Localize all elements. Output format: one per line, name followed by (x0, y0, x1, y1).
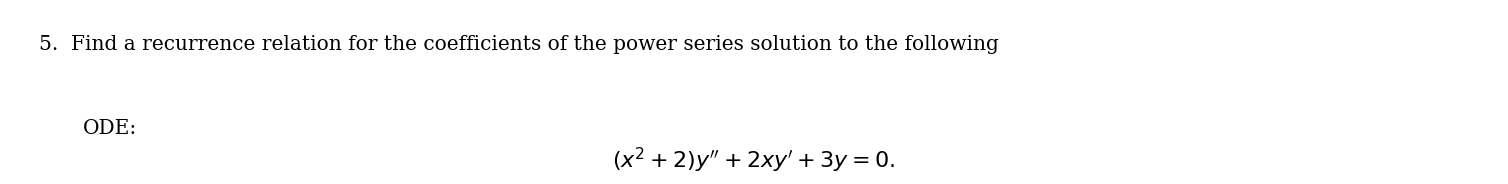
Text: ODE:: ODE: (83, 119, 137, 138)
Text: $(x^{2} + 2)y^{\prime\prime} + 2xy^{\prime} + 3y = 0.$: $(x^{2} + 2)y^{\prime\prime} + 2xy^{\pri… (612, 146, 896, 175)
Text: 5.  Find a recurrence relation for the coefficients of the power series solution: 5. Find a recurrence relation for the co… (39, 35, 1000, 54)
